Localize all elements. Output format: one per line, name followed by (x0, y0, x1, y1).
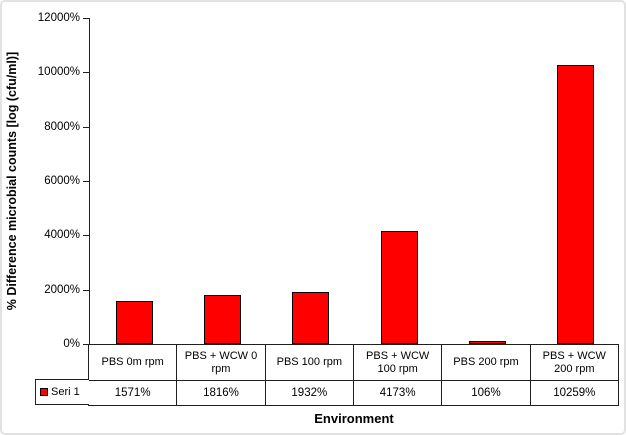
category-label: PBS 100 rpm (264, 345, 353, 380)
value-cell: 1816% (176, 381, 264, 405)
category-label: PBS + WCW 200 rpm (529, 345, 618, 380)
data-table: PBS 0m rpm PBS + WCW 0 rpm PBS 100 rpm PBS … (88, 344, 619, 406)
y-tick-label: 2000% (44, 284, 80, 296)
value-cell: 4173% (352, 381, 441, 405)
y-tick-label: 0% (63, 338, 80, 350)
x-axis-title: Environment (314, 411, 394, 426)
value-cell: 10259% (529, 381, 618, 405)
bar-pbs-0m-rpm (116, 301, 153, 344)
legend-series-label: Seri 1 (51, 386, 80, 398)
value-cell: 106% (441, 381, 529, 405)
bar-pbs-wcw-100-rpm (381, 231, 418, 344)
y-tick-mark (83, 72, 89, 73)
category-label: PBS 0m rpm (101, 356, 164, 368)
y-tick-label: 12000% (37, 12, 80, 24)
category-header-row: PBS 0m rpm PBS + WCW 0 rpm PBS 100 rpm PBS … (89, 345, 618, 380)
category-label: PBS + WCW 0 rpm (176, 345, 264, 380)
bar-pbs-100-rpm (292, 292, 329, 344)
y-tick-label: 8000% (44, 121, 80, 133)
y-tick-mark (83, 235, 89, 236)
y-tick-mark (83, 181, 89, 182)
y-tick-label: 6000% (44, 175, 80, 187)
category-label: PBS 200 rpm (441, 345, 529, 380)
category-label: PBS + WCW 100 rpm (352, 345, 441, 380)
y-tick-label: 4000% (44, 229, 80, 241)
legend-cell: Seri 1 (35, 379, 89, 405)
bar-pbs-wcw-0-rpm (204, 295, 241, 344)
bar-pbs-200-rpm (469, 341, 506, 344)
value-cell: 1571% (114, 386, 151, 399)
y-tick-mark (83, 127, 89, 128)
series-value-row: 1571% 1816% 1932% 4173% 106% 10259% (89, 380, 618, 405)
y-tick-label: 10000% (37, 66, 80, 78)
plot-area (89, 18, 619, 344)
series-color-swatch-icon (40, 388, 48, 396)
y-tick-mark (83, 344, 89, 345)
y-tick-mark (83, 18, 89, 19)
value-cell: 1932% (264, 381, 353, 405)
bar-pbs-wcw-200-rpm (557, 65, 594, 344)
y-tick-mark (83, 290, 89, 291)
